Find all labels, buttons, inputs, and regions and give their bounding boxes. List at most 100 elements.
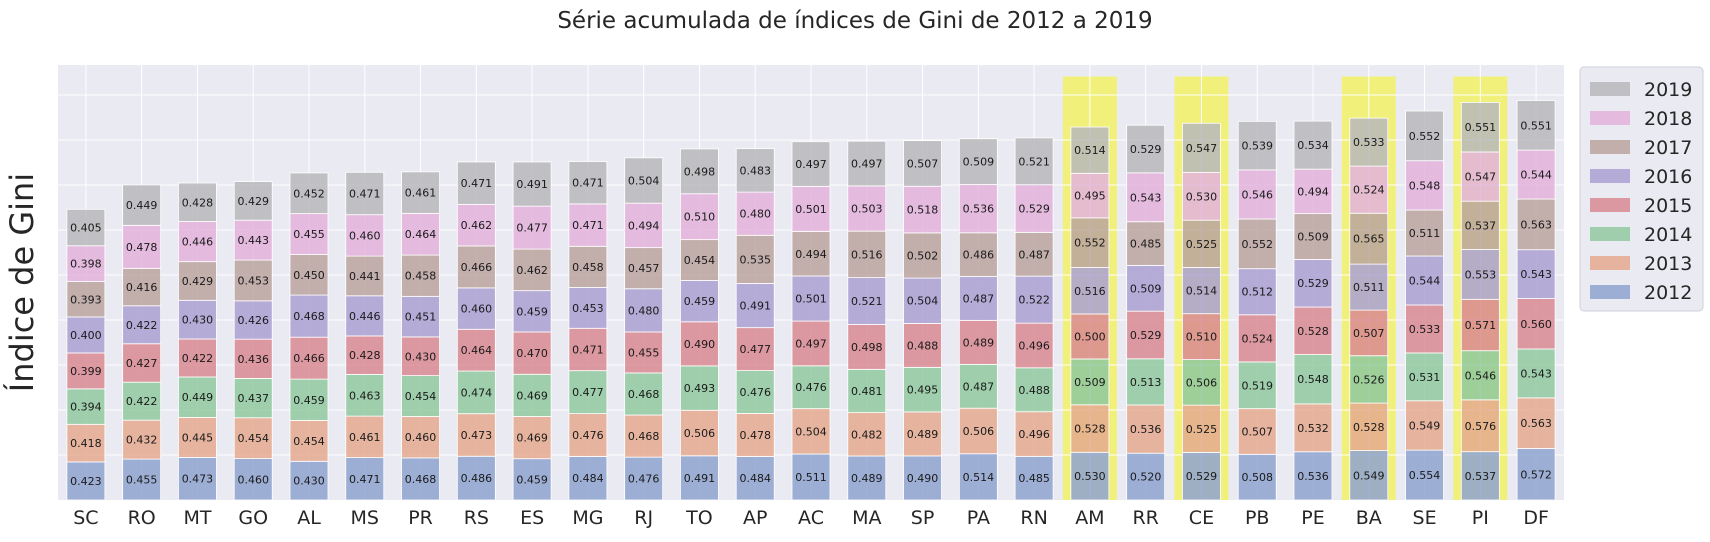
bar-segment-ro-2016 (122, 305, 162, 345)
bar-segment-rr-2012 (1126, 452, 1166, 501)
bar-segment-pb-2017 (1237, 218, 1277, 270)
bar-segment-ro-2012 (122, 458, 162, 501)
value-label-pe-2013: 0.532 (1297, 422, 1329, 435)
value-label-al-2012: 0.430 (293, 475, 325, 488)
bar-segment-rs-2016 (456, 287, 496, 330)
value-label-ce-2016: 0.514 (1186, 285, 1218, 298)
x-tick-pe: PE (1301, 507, 1324, 529)
value-label-ce-2017: 0.525 (1186, 238, 1218, 251)
bar-segment-mg-2013 (568, 413, 608, 457)
bar-segment-pr-2018 (401, 212, 440, 256)
value-label-sc-2014: 0.394 (70, 401, 102, 414)
value-label-rr-2014: 0.513 (1130, 376, 1162, 389)
value-label-rj-2014: 0.468 (628, 388, 660, 401)
value-label-am-2016: 0.516 (1074, 285, 1106, 298)
bar-segment-ms-2013 (345, 415, 385, 459)
legend-swatch-2019 (1590, 82, 1630, 96)
value-label-ms-2013: 0.461 (349, 431, 381, 444)
bar-segment-es-2017 (512, 248, 552, 292)
value-label-pe-2018: 0.494 (1297, 185, 1329, 198)
bar-segment-se-2014 (1405, 352, 1444, 402)
value-label-pr-2014: 0.454 (405, 390, 437, 403)
bar-segment-mt-2015 (178, 338, 217, 378)
value-label-df-2015: 0.560 (1520, 318, 1552, 331)
bar-segment-pa-2017 (958, 232, 998, 277)
x-tick-go: GO (238, 507, 268, 529)
value-label-mt-2017: 0.429 (182, 275, 214, 288)
value-label-ac-2019: 0.497 (795, 158, 827, 171)
bar-segment-sc-2016 (66, 316, 106, 354)
bar-segment-sp-2019 (903, 140, 942, 187)
value-label-mg-2015: 0.471 (572, 343, 604, 356)
bar-segment-rn-2019 (1014, 137, 1054, 186)
bar-segment-pa-2019 (958, 138, 998, 185)
bar-segment-pi-2013 (1460, 399, 1500, 453)
value-label-ms-2014: 0.463 (349, 389, 381, 402)
bar-segment-rr-2018 (1126, 172, 1166, 223)
bar-segment-rn-2016 (1014, 275, 1054, 324)
bar-segment-rj-2017 (624, 247, 664, 290)
bar-segment-al-2019 (289, 172, 329, 215)
bar-segment-sc-2019 (66, 208, 106, 247)
bar-segment-mg-2012 (568, 456, 608, 501)
value-label-pi-2018: 0.547 (1465, 171, 1497, 184)
value-label-es-2015: 0.470 (516, 347, 548, 360)
legend-swatch-2017 (1590, 140, 1630, 154)
value-label-pa-2014: 0.487 (963, 380, 995, 393)
value-label-rn-2012: 0.485 (1018, 472, 1050, 485)
x-tick-ms: MS (351, 507, 379, 529)
value-label-rs-2013: 0.473 (461, 429, 493, 442)
bar-segment-sc-2013 (66, 423, 106, 463)
value-label-sp-2017: 0.502 (907, 249, 939, 262)
value-label-to-2017: 0.454 (684, 254, 716, 267)
bar-segment-rj-2016 (624, 288, 664, 333)
value-label-go-2019: 0.429 (237, 195, 269, 208)
value-label-df-2016: 0.543 (1520, 268, 1552, 281)
bar-segment-pr-2013 (401, 416, 440, 459)
legend-swatch-2015 (1590, 198, 1630, 212)
value-label-pa-2017: 0.486 (963, 249, 995, 262)
bar-segment-mt-2016 (178, 299, 217, 340)
bar-segment-se-2017 (1405, 209, 1444, 257)
value-label-ce-2018: 0.530 (1186, 190, 1218, 203)
value-label-sp-2016: 0.504 (907, 295, 939, 308)
value-label-df-2019: 0.551 (1520, 119, 1552, 132)
x-tick-ce: CE (1189, 507, 1214, 529)
bar-segment-pe-2018 (1293, 168, 1333, 215)
value-label-to-2014: 0.493 (684, 382, 716, 395)
value-label-ms-2019: 0.471 (349, 188, 381, 201)
value-label-rs-2015: 0.464 (461, 344, 493, 357)
value-label-mg-2019: 0.471 (572, 177, 604, 190)
value-label-rn-2016: 0.522 (1018, 294, 1050, 307)
bar-segment-am-2017 (1070, 217, 1110, 268)
x-tick-pr: PR (408, 507, 433, 529)
bar-segment-ro-2018 (122, 224, 162, 269)
bar-segment-ce-2019 (1182, 122, 1221, 173)
value-label-rj-2018: 0.494 (628, 219, 660, 232)
value-label-rj-2013: 0.468 (628, 430, 660, 443)
value-label-rj-2017: 0.457 (628, 262, 660, 275)
value-label-sc-2017: 0.393 (70, 293, 102, 306)
bar-segment-pe-2016 (1293, 259, 1333, 308)
bar-segment-pe-2015 (1293, 306, 1333, 355)
value-label-ap-2012: 0.484 (739, 472, 771, 485)
value-label-to-2012: 0.491 (684, 472, 716, 485)
value-label-ac-2016: 0.501 (795, 293, 827, 306)
bar-segment-rn-2015 (1014, 322, 1054, 369)
value-label-al-2014: 0.459 (293, 394, 325, 407)
value-label-mt-2015: 0.422 (182, 352, 214, 365)
bar-segment-ro-2019 (122, 184, 162, 226)
bar-segment-al-2012 (289, 460, 329, 501)
value-label-sc-2019: 0.405 (70, 222, 102, 235)
bar-segment-ap-2019 (735, 148, 775, 193)
bar-segment-sp-2012 (903, 455, 942, 501)
bar-segment-ac-2014 (791, 365, 831, 410)
value-label-rr-2012: 0.520 (1130, 471, 1162, 484)
value-label-pb-2016: 0.512 (1241, 286, 1273, 299)
value-label-go-2013: 0.454 (237, 432, 269, 445)
value-label-sc-2012: 0.423 (70, 475, 102, 488)
value-label-sc-2018: 0.398 (70, 258, 102, 271)
x-tick-rn: RN (1020, 507, 1047, 529)
value-label-mg-2016: 0.453 (572, 302, 604, 315)
x-tick-rj: RJ (634, 507, 653, 529)
